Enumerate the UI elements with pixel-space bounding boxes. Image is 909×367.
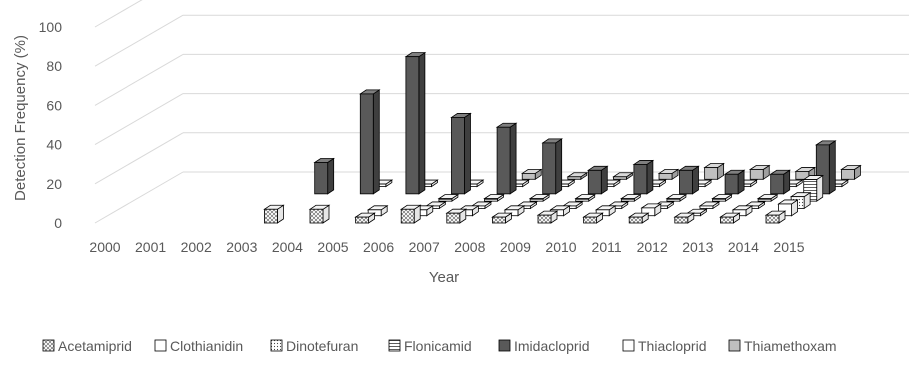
bar-clothianidin-2012 [640,203,663,217]
bar-flonicamid-2012 [665,193,688,202]
x-tick-label-2007: 2007 [409,239,440,255]
bar-acetamiprid-2006 [354,212,376,224]
x-tick-label-2010: 2010 [545,239,576,255]
bar-flonicamid-2008 [483,193,505,202]
legend-swatch-clothianidin [154,339,167,352]
gridline-80 [94,14,184,67]
legend: Acetamiprid Clothianidin Dinotefuran Flonic… [42,338,837,354]
bar-thiamethoxam-2011 [657,168,680,181]
bar-acetamiprid-2004 [263,204,285,224]
x-tick-label-2004: 2004 [272,239,303,255]
bar-acetamiprid-2013 [673,212,696,224]
y-tick-label-60: 60 [46,97,62,113]
legend-swatch-acetamiprid [42,339,55,352]
gridlines [94,0,909,224]
x-tick-label-2011: 2011 [592,239,622,255]
x-tick-label-2000: 2000 [89,239,120,255]
x-tick-label-2015: 2015 [773,239,804,255]
bar-acetamiprid-2008 [445,208,468,224]
bar-thiamethoxam-2013 [748,164,771,181]
legend-entry-thiacloprid: Thiacloprid [622,338,706,354]
bar-thiamethoxam-2010 [612,172,634,181]
legend-label-thiacloprid: Thiacloprid [638,338,706,354]
bar-thiamethoxam-2012 [703,162,725,181]
bar-flonicamid-2011 [619,193,642,202]
bar-acetamiprid-2014 [719,212,741,224]
x-tick-label-2006: 2006 [363,239,394,255]
x-tick-label-2001: 2001 [135,239,166,255]
legend-entry-flonicamid: Flonicamid [388,338,472,354]
bar-dinotefuran-2013 [698,201,721,210]
bar-acetamiprid-2015 [764,210,787,224]
gridline-100 [94,0,143,28]
y-tick-label-20: 20 [46,176,62,192]
bar-imidacloprid-2009 [541,138,564,195]
bar-acetamiprid-2010 [536,210,559,224]
y-tick-label-80: 80 [46,58,62,74]
bar-acetamiprid-2007 [399,204,422,224]
x-axis-title: Year [429,269,459,286]
y-tick-label-100: 100 [39,19,63,35]
legend-label-flonicamid: Flonicamid [404,338,472,354]
legend-swatch-thiacloprid [622,339,635,352]
x-tick-label-2012: 2012 [637,239,668,255]
bar-dinotefuran-2008 [470,201,493,210]
legend-entry-imidacloprid: Imidacloprid [498,338,589,354]
legend-label-clothianidin: Clothianidin [170,338,243,354]
bar-imidacloprid-2011 [632,159,655,195]
x-tick-label-2005: 2005 [317,239,348,255]
bar-acetamiprid-2005 [308,204,331,224]
legend-swatch-thiamethoxam [728,339,741,352]
y-axis-title: Detection Frequency (%) [12,35,29,201]
x-tick-label-2014: 2014 [728,239,759,255]
bar-flonicamid-2010 [574,193,597,202]
bar-imidacloprid-2008 [495,122,518,195]
gridline-40 [94,93,184,146]
bar-imidacloprid-2012 [678,165,700,195]
bars [263,51,862,224]
bar-thiamethoxam-2015 [840,164,862,181]
bar-clothianidin-2015 [777,199,799,217]
legend-entry-clothianidin: Clothianidin [154,338,243,354]
x-tick-label-2013: 2013 [682,239,713,255]
gridline-60 [94,53,184,106]
bar-flonicamid-2013 [711,193,733,202]
bar-acetamiprid-2012 [627,212,650,224]
legend-entry-acetamiprid: Acetamiprid [42,338,132,354]
bar-imidacloprid-2004 [313,157,336,195]
legend-label-acetamiprid: Acetamiprid [58,338,132,354]
bar-imidacloprid-2014 [769,169,792,195]
gridline-20 [94,132,184,185]
bar-imidacloprid-2005 [358,89,381,195]
x-tick-label-2008: 2008 [454,239,485,255]
bar-thiamethoxam-2008 [520,168,543,181]
legend-label-dinotefuran: Dinotefuran [286,338,358,354]
legend-swatch-dinotefuran [270,339,283,352]
gridline-0 [94,171,184,224]
x-tick-label-2009: 2009 [500,239,531,255]
bar-imidacloprid-2010 [586,165,609,195]
legend-label-thiamethoxam: Thiamethoxam [744,338,837,354]
bar-flonicamid-2009 [528,193,551,202]
bar-flonicamid-2014 [756,193,779,202]
legend-entry-thiamethoxam: Thiamethoxam [728,338,837,354]
bar-imidacloprid-2013 [723,169,746,195]
x-tick-label-2002: 2002 [181,239,212,255]
y-tick-label-0: 0 [54,215,62,231]
bar-acetamiprid-2009 [491,212,513,224]
bar-thiamethoxam-2009 [566,172,589,181]
x-axis-ticks: 2000 2001 2002 2003 2004 2005 2006 2007 2008 2009… [89,239,804,255]
y-tick-label-40: 40 [46,137,62,153]
x-tick-label-2003: 2003 [226,239,257,255]
legend-label-imidacloprid: Imidacloprid [514,338,589,354]
bar-imidacloprid-2007 [450,112,472,195]
bar-acetamiprid-2011 [582,212,604,224]
legend-entry-dinotefuran: Dinotefuran [270,338,358,354]
bar-imidacloprid-2006 [404,51,427,195]
legend-swatch-imidacloprid [498,339,511,352]
y-axis-ticks: 0 20 40 60 80 100 [39,19,63,231]
legend-swatch-flonicamid [388,339,401,352]
bar-flonicamid-2007 [437,193,460,202]
